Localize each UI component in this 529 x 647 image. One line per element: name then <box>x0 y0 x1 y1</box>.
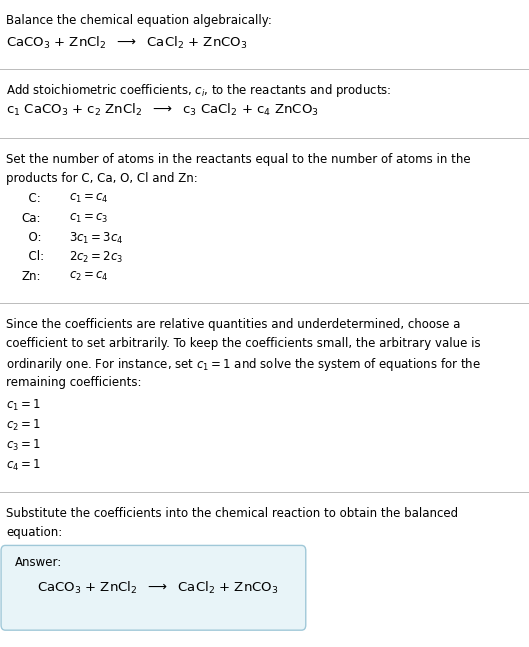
Text: $c_2 = 1$: $c_2 = 1$ <box>6 418 41 433</box>
Text: c$_1$ CaCO$_3$ + c$_2$ ZnCl$_2$  $\longrightarrow$  c$_3$ CaCl$_2$ + c$_4$ ZnCO$: c$_1$ CaCO$_3$ + c$_2$ ZnCl$_2$ $\longri… <box>6 102 319 118</box>
Text: Since the coefficients are relative quantities and underdetermined, choose a: Since the coefficients are relative quan… <box>6 318 461 331</box>
Text: equation:: equation: <box>6 526 62 539</box>
Text: O:: O: <box>21 231 42 244</box>
Text: coefficient to set arbitrarily. To keep the coefficients small, the arbitrary va: coefficient to set arbitrarily. To keep … <box>6 337 481 350</box>
Text: $c_1 = c_4$: $c_1 = c_4$ <box>69 192 108 205</box>
Text: Set the number of atoms in the reactants equal to the number of atoms in the: Set the number of atoms in the reactants… <box>6 153 471 166</box>
Text: Add stoichiometric coefficients, $c_i$, to the reactants and products:: Add stoichiometric coefficients, $c_i$, … <box>6 82 392 98</box>
Text: Balance the chemical equation algebraically:: Balance the chemical equation algebraica… <box>6 14 272 27</box>
Text: $2 c_2 = 2 c_3$: $2 c_2 = 2 c_3$ <box>69 250 123 265</box>
Text: ordinarily one. For instance, set $c_1 = 1$ and solve the system of equations fo: ordinarily one. For instance, set $c_1 =… <box>6 356 481 373</box>
Text: CaCO$_3$ + ZnCl$_2$  $\longrightarrow$  CaCl$_2$ + ZnCO$_3$: CaCO$_3$ + ZnCl$_2$ $\longrightarrow$ Ca… <box>37 580 278 597</box>
FancyBboxPatch shape <box>1 545 306 630</box>
Text: C:: C: <box>21 192 41 205</box>
Text: Cl:: Cl: <box>21 250 44 263</box>
Text: $c_1 = 1$: $c_1 = 1$ <box>6 398 41 413</box>
Text: remaining coefficients:: remaining coefficients: <box>6 376 142 389</box>
Text: $c_2 = c_4$: $c_2 = c_4$ <box>69 270 108 283</box>
Text: $3 c_1 = 3 c_4$: $3 c_1 = 3 c_4$ <box>69 231 123 246</box>
Text: $c_4 = 1$: $c_4 = 1$ <box>6 458 41 473</box>
Text: Zn:: Zn: <box>21 270 41 283</box>
Text: Substitute the coefficients into the chemical reaction to obtain the balanced: Substitute the coefficients into the che… <box>6 507 459 520</box>
Text: Answer:: Answer: <box>15 556 62 569</box>
Text: Ca:: Ca: <box>21 212 41 225</box>
Text: CaCO$_3$ + ZnCl$_2$  $\longrightarrow$  CaCl$_2$ + ZnCO$_3$: CaCO$_3$ + ZnCl$_2$ $\longrightarrow$ Ca… <box>6 35 248 51</box>
Text: $c_3 = 1$: $c_3 = 1$ <box>6 438 41 453</box>
Text: $c_1 = c_3$: $c_1 = c_3$ <box>69 212 108 225</box>
Text: products for C, Ca, O, Cl and Zn:: products for C, Ca, O, Cl and Zn: <box>6 172 198 185</box>
